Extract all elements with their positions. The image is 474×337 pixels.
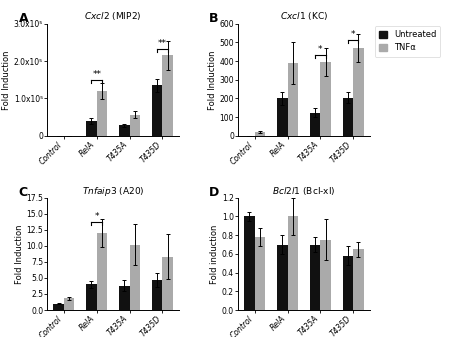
Bar	[244, 216, 255, 310]
Bar	[288, 216, 298, 310]
Title: $\it{Cxcl1}$ (KC): $\it{Cxcl1}$ (KC)	[280, 10, 328, 23]
Bar	[163, 55, 173, 136]
Text: C: C	[18, 186, 27, 200]
Legend: Untreated, TNFα: Untreated, TNFα	[374, 26, 440, 57]
Text: *: *	[318, 45, 323, 54]
Bar	[320, 62, 331, 136]
Bar	[277, 245, 288, 310]
Text: A: A	[18, 12, 28, 25]
Bar	[86, 121, 97, 136]
Text: B: B	[209, 12, 219, 25]
Bar	[97, 91, 107, 136]
Bar	[255, 237, 265, 310]
Bar	[119, 286, 129, 310]
Text: *: *	[94, 212, 99, 221]
Y-axis label: Fold induction: Fold induction	[210, 224, 219, 283]
Bar	[310, 245, 320, 310]
Bar	[97, 233, 107, 310]
Bar	[288, 63, 298, 136]
Bar	[353, 48, 364, 136]
Bar	[86, 284, 97, 310]
Y-axis label: Fold Induction: Fold Induction	[208, 50, 217, 110]
Bar	[129, 245, 140, 310]
Title: $\it{Bcl2l1}$ (Bcl-xl): $\it{Bcl2l1}$ (Bcl-xl)	[272, 185, 336, 196]
Y-axis label: Fold Induction: Fold Induction	[2, 50, 11, 110]
Bar	[310, 113, 320, 136]
Bar	[152, 280, 163, 310]
Bar	[353, 249, 364, 310]
Bar	[255, 132, 265, 136]
Text: *: *	[351, 30, 356, 39]
Text: **: **	[92, 70, 101, 79]
Bar	[129, 115, 140, 136]
Title: $\it{Cxcl2}$ (MIP2): $\it{Cxcl2}$ (MIP2)	[84, 10, 142, 23]
Bar	[119, 125, 129, 136]
Text: D: D	[209, 186, 219, 200]
Bar	[343, 256, 353, 310]
Bar	[343, 97, 353, 136]
Bar	[54, 304, 64, 310]
Title: $\it{Tnfaip3}$ (A20): $\it{Tnfaip3}$ (A20)	[82, 185, 145, 197]
Bar	[152, 85, 163, 136]
Bar	[277, 98, 288, 136]
Text: **: **	[158, 39, 167, 48]
Y-axis label: Fold Induction: Fold Induction	[15, 224, 24, 284]
Bar	[320, 240, 331, 310]
Bar	[64, 299, 74, 310]
Bar	[163, 257, 173, 310]
